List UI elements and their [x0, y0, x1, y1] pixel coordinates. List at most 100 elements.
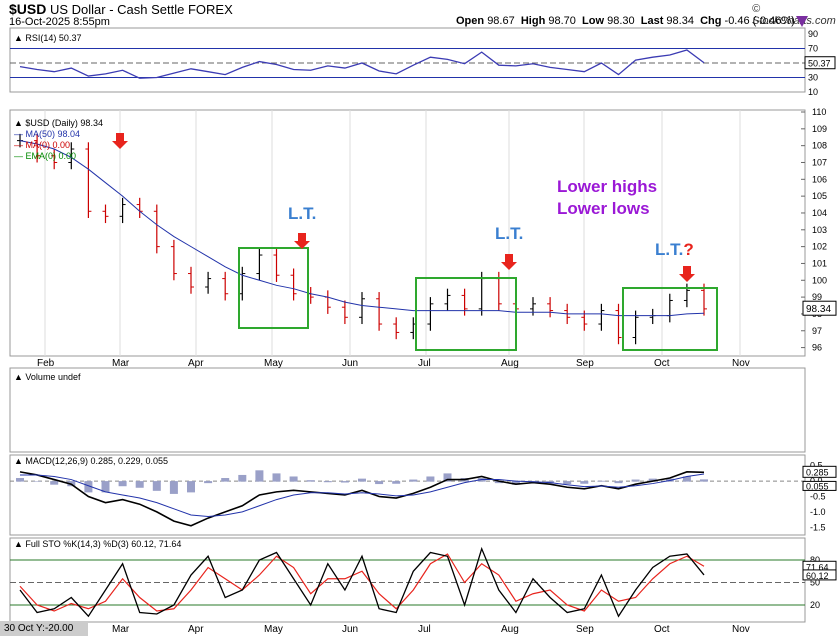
lt-box-1: [238, 247, 309, 329]
month-label-top: May: [264, 358, 283, 369]
down-arrow-icon-2: [294, 233, 310, 249]
rsi-line: [19, 49, 705, 79]
month-label-top: Jun: [342, 358, 358, 369]
rsi-label: ▲ RSI(14) 50.37: [14, 33, 82, 43]
macd-histogram-bar: [204, 481, 213, 484]
macd-line: [19, 471, 705, 527]
panel-frame-price: [9, 109, 806, 357]
sto-box-2: [802, 569, 837, 581]
volume-label: ▲ Volume undef: [14, 372, 81, 382]
macd-tick: -1.0: [810, 507, 826, 517]
macd-tick: 0.5: [810, 461, 823, 471]
panel-frame-rsi: [9, 27, 806, 93]
price-tick: 107: [812, 157, 827, 167]
macd-histogram-bar: [221, 478, 230, 482]
price-tick: 96: [812, 343, 822, 353]
price-tick: 104: [812, 208, 827, 218]
lt-box-2: [415, 277, 517, 351]
macd-histogram-bar: [323, 481, 332, 483]
macd-histogram-bar: [33, 481, 42, 482]
month-label-top: Aug: [501, 358, 519, 369]
month-label-top: Feb: [37, 358, 55, 369]
month-label-bottom: Nov: [732, 624, 750, 635]
macd-histogram-bar: [700, 479, 708, 482]
lt-box-3: [622, 287, 718, 351]
ema0-legend: — EMA(0) 0.00: [14, 151, 77, 161]
rsi-tick: 90: [808, 29, 818, 39]
month-label-top: Nov: [732, 358, 750, 369]
down-arrow-icon-4: [679, 266, 695, 282]
month-label-bottom: Jul: [418, 624, 431, 635]
dropdown-menu-icon[interactable]: [796, 16, 808, 27]
lt-annotation-2: L.T.: [495, 224, 524, 243]
price-tick: 105: [812, 191, 827, 201]
macd-histogram-bar: [255, 470, 264, 482]
macd-histogram-bar: [614, 481, 623, 484]
month-label-bottom: Apr: [188, 624, 204, 635]
macd-histogram-bar: [597, 480, 606, 482]
chart-title: $USD US Dollar - Cash Settle FOREX: [9, 1, 233, 17]
macd-histogram-bar: [443, 473, 452, 482]
down-arrow-icon-1: [112, 133, 128, 149]
panel-frame-volume: [9, 367, 806, 453]
down-arrow-icon-3: [501, 254, 517, 270]
rsi-tick: 70: [808, 44, 818, 54]
sto-d-line: [19, 553, 705, 612]
macd-box-1-text: 0.285: [806, 467, 829, 477]
macd-histogram-bar: [187, 481, 195, 493]
price-tick: 110: [812, 107, 826, 117]
macd-histogram-bar: [546, 481, 555, 484]
sto-box-1-text: 71.64: [806, 562, 829, 572]
macd-histogram-bar: [272, 473, 281, 482]
panel-frame-macd: [9, 454, 806, 536]
lower-highs-text: Lower highs: [557, 177, 658, 196]
price-tick: 97: [812, 326, 822, 336]
sto-tick: 20: [810, 600, 820, 610]
macd-box-1: [802, 465, 837, 478]
macd-histogram-bar: [682, 476, 691, 482]
month-label-bottom: Aug: [501, 624, 519, 635]
macd-histogram-bar: [409, 479, 418, 482]
macd-histogram-bar: [375, 481, 384, 485]
month-label-top: Oct: [654, 358, 670, 369]
sto-label: ▲ Full STO %K(14,3) %D(3) 60.12, 71.64: [14, 539, 182, 549]
lt-annotation-3: L.T.?: [655, 240, 694, 259]
rsi-tick: 30: [808, 73, 818, 83]
macd-box-2-text: 0.055: [806, 481, 829, 491]
macd-histogram-bar: [392, 481, 401, 484]
macd-histogram-bar: [563, 481, 572, 485]
macd-histogram-bar: [152, 481, 161, 491]
macd-histogram-bar: [16, 478, 24, 482]
month-label-top: Sep: [576, 358, 594, 369]
price-tick: 106: [812, 174, 827, 184]
sto-box-2-text: 60.12: [806, 571, 829, 581]
price-tick: 103: [812, 225, 827, 235]
price-tick: 108: [812, 141, 827, 151]
chart-header: $USD US Dollar - Cash Settle FOREX 16-Oc…: [0, 0, 837, 28]
macd-histogram-bar: [648, 478, 657, 482]
macd-tick: -0.5: [810, 492, 826, 502]
price-tick: 102: [812, 242, 827, 252]
price-tick: 99: [812, 292, 822, 302]
chart-timestamp: 16-Oct-2025 8:55pm: [9, 16, 110, 28]
sto-k-line: [19, 546, 705, 618]
month-label-bottom: May: [264, 624, 283, 635]
macd-histogram-bar: [289, 476, 298, 482]
macd-histogram-bar: [306, 480, 315, 482]
price-value-text: 98.34: [806, 304, 831, 315]
macd-signal-line: [20, 473, 705, 518]
lower-lows-text: Lower lows: [557, 199, 650, 218]
macd-histogram-bar: [118, 481, 127, 487]
price-label: ▲ $USD (Daily) 98.34: [14, 118, 103, 128]
panel-frame-sto: [9, 537, 806, 623]
month-label-bottom: Mar: [112, 624, 130, 635]
ma50-legend: — MA(50) 98.04: [14, 129, 81, 139]
macd-box-2: [802, 480, 837, 491]
month-label-bottom: Oct: [654, 624, 670, 635]
macd-histogram-bar: [50, 481, 59, 485]
macd-label: ▲ MACD(12,26,9) 0.285, 0.229, 0.055: [14, 456, 169, 466]
price-value-box: [802, 300, 837, 316]
macd-histogram-bar: [426, 476, 435, 482]
month-label-top: Jul: [418, 358, 431, 369]
